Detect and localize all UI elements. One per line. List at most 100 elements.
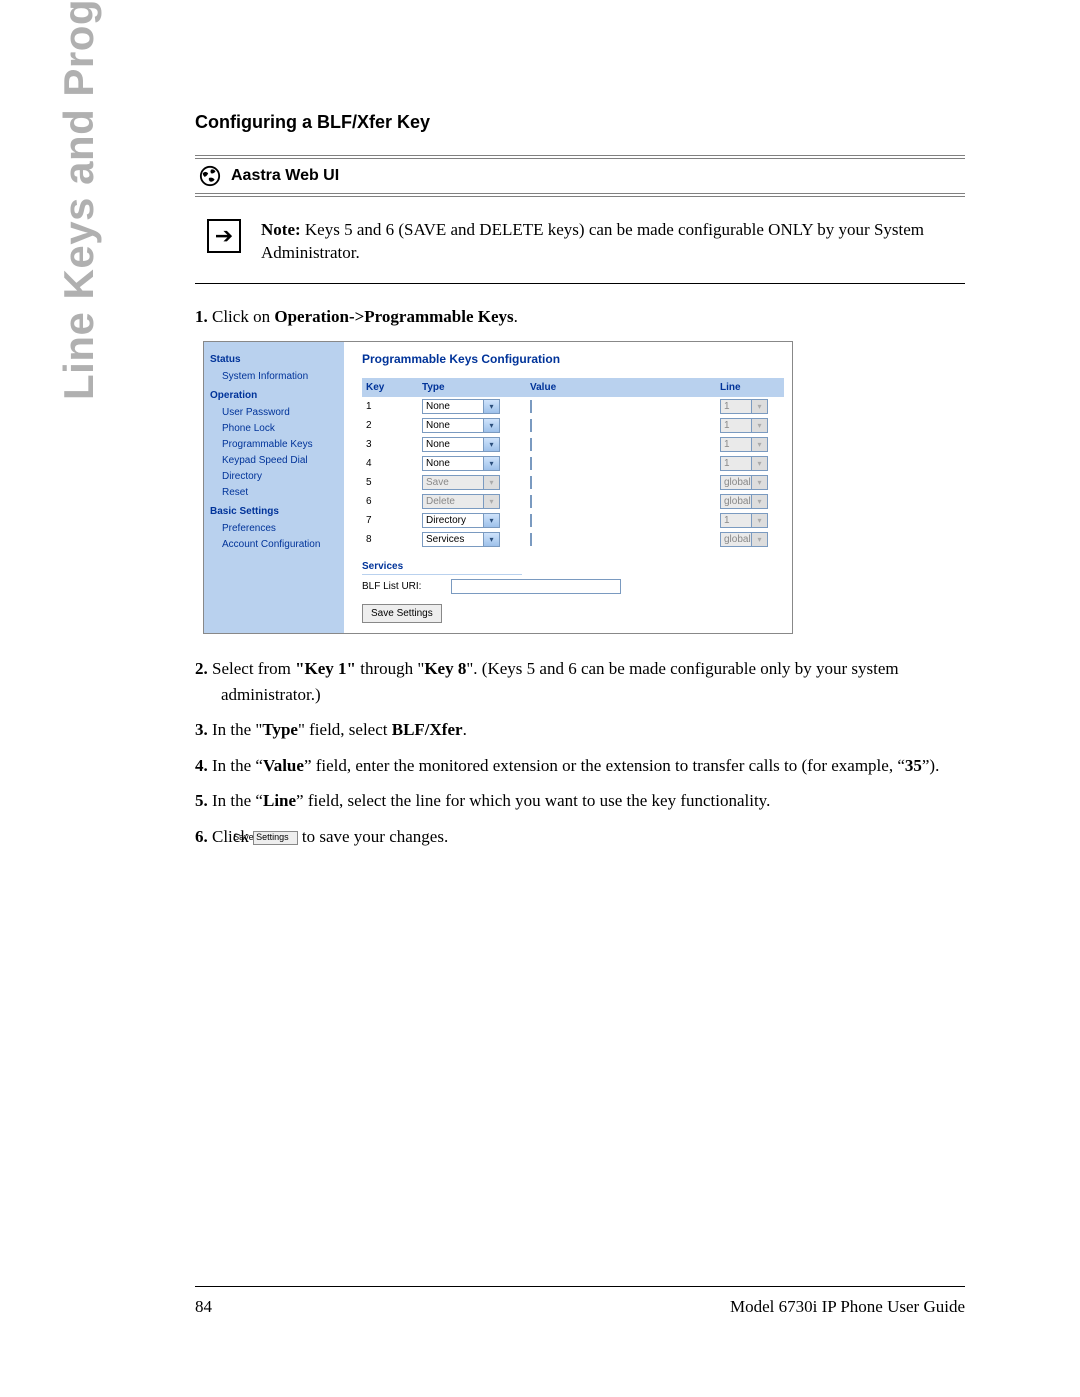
step-bold: "Key 1" [295, 659, 356, 678]
table-row: 6Delete▾global▾ [362, 492, 784, 511]
sidebar-heading-status[interactable]: Status [210, 352, 340, 367]
sidebar-item-phone-lock[interactable]: Phone Lock [210, 421, 340, 436]
type-select[interactable]: Services▾ [422, 532, 500, 547]
type-select[interactable]: None▾ [422, 456, 500, 471]
step-number: 4. [195, 756, 208, 775]
step-text: Select from [212, 659, 295, 678]
note-label: Note: [261, 220, 301, 239]
cell-type: Save▾ [418, 473, 526, 492]
type-select: Save▾ [422, 475, 500, 490]
chevron-down-icon[interactable]: ▾ [483, 400, 499, 413]
cell-line: 1▾ [716, 454, 784, 473]
side-tab-title: Line Keys and Programmable Keys [55, 0, 103, 400]
line-select: 1▾ [720, 399, 768, 414]
table-header-row: Key Type Value Line [362, 378, 784, 397]
sidebar-item-programmable-keys[interactable]: Programmable Keys [210, 437, 340, 452]
value-input[interactable] [530, 400, 532, 413]
step-bold: Value [263, 756, 304, 775]
chevron-down-icon[interactable]: ▾ [483, 419, 499, 432]
step-bold: BLF/Xfer [392, 720, 463, 739]
cell-value [526, 473, 716, 492]
value-input[interactable] [530, 476, 532, 489]
chevron-down-icon: ▾ [751, 495, 767, 508]
chevron-down-icon[interactable]: ▾ [483, 457, 499, 470]
content-area: Configuring a BLF/Xfer Key Aastra Web UI… [195, 112, 965, 859]
chevron-down-icon[interactable]: ▾ [483, 438, 499, 451]
sidebar-heading-basic-settings[interactable]: Basic Settings [210, 504, 340, 519]
chevron-down-icon[interactable]: ▾ [483, 514, 499, 527]
cell-line: global▾ [716, 530, 784, 549]
cell-key: 7 [362, 511, 418, 530]
step-5: 5. In the “Line” field, select the line … [195, 788, 965, 814]
type-select[interactable]: Directory▾ [422, 513, 500, 528]
cell-key: 1 [362, 397, 418, 416]
step-text: ” field, select the line for which you w… [296, 791, 770, 810]
screenshot-main: Programmable Keys Configuration Key Type… [344, 342, 792, 633]
type-select[interactable]: None▾ [422, 437, 500, 452]
line-select: 1▾ [720, 513, 768, 528]
value-input[interactable] [530, 514, 532, 527]
sidebar-item-reset[interactable]: Reset [210, 485, 340, 500]
globe-icon [199, 165, 221, 187]
sidebar-item-account-configuration[interactable]: Account Configuration [210, 537, 340, 552]
cell-line: 1▾ [716, 416, 784, 435]
value-input[interactable] [530, 457, 532, 470]
note-block: ➔ Note: Keys 5 and 6 (SAVE and DELETE ke… [195, 215, 965, 284]
cell-type: None▾ [418, 397, 526, 416]
cell-value [526, 435, 716, 454]
col-value: Value [526, 378, 716, 397]
step-4: 4. In the “Value” field, enter the monit… [195, 753, 965, 779]
type-select[interactable]: None▾ [422, 399, 500, 414]
value-input[interactable] [530, 438, 532, 451]
value-input[interactable] [530, 419, 532, 432]
footer-title: Model 6730i IP Phone User Guide [730, 1297, 965, 1317]
sidebar-item-keypad-speed-dial[interactable]: Keypad Speed Dial [210, 453, 340, 468]
step-number: 1. [195, 307, 208, 326]
section-title: Configuring a BLF/Xfer Key [195, 112, 965, 133]
table-row: 1 None▾ 1▾ [362, 397, 784, 416]
step-bold: Operation->Programmable Keys [274, 307, 513, 326]
sub-header-text: Aastra Web UI [231, 167, 339, 185]
cell-key: 4 [362, 454, 418, 473]
sidebar-item-directory[interactable]: Directory [210, 469, 340, 484]
sidebar-item-preferences[interactable]: Preferences [210, 521, 340, 536]
line-select: global▾ [720, 494, 768, 509]
table-row: 2 None▾ 1▾ [362, 416, 784, 435]
chevron-down-icon: ▾ [751, 419, 767, 432]
sidebar-heading-operation[interactable]: Operation [210, 388, 340, 403]
table-row: 7 Directory▾ 1▾ [362, 511, 784, 530]
step-text: through " [356, 659, 424, 678]
sidebar-item-user-password[interactable]: User Password [210, 405, 340, 420]
cell-value [526, 530, 716, 549]
cell-value [526, 416, 716, 435]
value-input[interactable] [530, 495, 532, 508]
note-arrow-icon: ➔ [207, 219, 241, 253]
col-line: Line [716, 378, 784, 397]
sidebar-item-system-information[interactable]: System Information [210, 369, 340, 384]
chevron-down-icon[interactable]: ▾ [483, 533, 499, 546]
value-input[interactable] [530, 533, 532, 546]
sub-header: Aastra Web UI [195, 155, 965, 197]
page: Line Keys and Programmable Keys Configur… [0, 0, 1080, 1397]
blf-list-uri-input[interactable] [451, 579, 621, 594]
cell-key: 2 [362, 416, 418, 435]
inline-save-settings-button: Save Settings [253, 831, 298, 845]
step-text: In the “ [212, 756, 263, 775]
table-row: 5Save▾global▾ [362, 473, 784, 492]
line-select: 1▾ [720, 456, 768, 471]
note-text: Note: Keys 5 and 6 (SAVE and DELETE keys… [261, 219, 963, 265]
step-number: 5. [195, 791, 208, 810]
step-text: In the " [212, 720, 262, 739]
step-1: 1. Click on Operation->Programmable Keys… [195, 304, 965, 330]
step-6: 6. Click Save Settings to save your chan… [195, 824, 965, 850]
step-text: In the “ [212, 791, 263, 810]
line-select: global▾ [720, 475, 768, 490]
step-bold: 35 [905, 756, 922, 775]
step-text: ”). [922, 756, 939, 775]
cell-key: 3 [362, 435, 418, 454]
save-settings-button[interactable]: Save Settings [362, 604, 442, 623]
type-select[interactable]: None▾ [422, 418, 500, 433]
chevron-down-icon: ▾ [483, 476, 499, 489]
cell-type: Delete▾ [418, 492, 526, 511]
step-bold: Key 8 [424, 659, 466, 678]
